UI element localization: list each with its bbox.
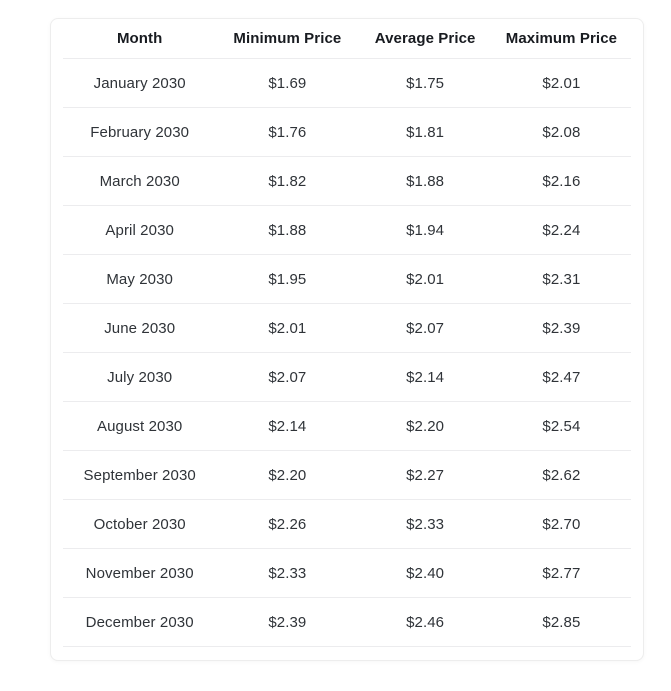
- cell-month: January 2030: [63, 58, 217, 108]
- cell-month: February 2030: [63, 107, 217, 157]
- cell-max: $2.62: [491, 450, 631, 500]
- table-row: March 2030 $1.82 $1.88 $2.16: [63, 156, 631, 206]
- cell-max: $2.77: [491, 548, 631, 598]
- cell-avg: $1.81: [358, 107, 492, 157]
- cell-max: $2.39: [491, 303, 631, 353]
- cell-avg: $2.33: [358, 499, 492, 549]
- price-table-card: Month Minimum Price Average Price Maximu…: [50, 18, 644, 661]
- table-row: January 2030 $1.69 $1.75 $2.01: [63, 58, 631, 108]
- column-header-minimum-price: Minimum Price: [216, 19, 359, 59]
- cell-min: $2.14: [216, 401, 359, 451]
- table-row: February 2030 $1.76 $1.81 $2.08: [63, 107, 631, 157]
- cell-avg: $1.94: [358, 205, 492, 255]
- cell-month: December 2030: [63, 597, 217, 647]
- table-row: October 2030 $2.26 $2.33 $2.70: [63, 499, 631, 549]
- table-row: June 2030 $2.01 $2.07 $2.39: [63, 303, 631, 353]
- cell-month: August 2030: [63, 401, 217, 451]
- cell-avg: $2.40: [358, 548, 492, 598]
- cell-min: $1.95: [216, 254, 359, 304]
- cell-avg: $2.27: [358, 450, 492, 500]
- cell-min: $1.82: [216, 156, 359, 206]
- column-header-month: Month: [63, 19, 217, 59]
- table-row: December 2030 $2.39 $2.46 $2.85: [63, 597, 631, 647]
- cell-month: March 2030: [63, 156, 217, 206]
- cell-month: June 2030: [63, 303, 217, 353]
- table-row: September 2030 $2.20 $2.27 $2.62: [63, 450, 631, 500]
- cell-min: $1.76: [216, 107, 359, 157]
- table-row: November 2030 $2.33 $2.40 $2.77: [63, 548, 631, 598]
- cell-max: $2.01: [491, 58, 631, 108]
- table-header-row: Month Minimum Price Average Price Maximu…: [63, 19, 631, 59]
- cell-max: $2.16: [491, 156, 631, 206]
- cell-avg: $2.14: [358, 352, 492, 402]
- cell-avg: $1.75: [358, 58, 492, 108]
- cell-max: $2.85: [491, 597, 631, 647]
- cell-month: November 2030: [63, 548, 217, 598]
- cell-min: $2.07: [216, 352, 359, 402]
- cell-month: April 2030: [63, 205, 217, 255]
- cell-min: $2.01: [216, 303, 359, 353]
- table-row: August 2030 $2.14 $2.20 $2.54: [63, 401, 631, 451]
- cell-avg: $2.46: [358, 597, 492, 647]
- cell-month: October 2030: [63, 499, 217, 549]
- cell-min: $2.39: [216, 597, 359, 647]
- cell-min: $1.88: [216, 205, 359, 255]
- cell-month: July 2030: [63, 352, 217, 402]
- table-row: May 2030 $1.95 $2.01 $2.31: [63, 254, 631, 304]
- column-header-maximum-price: Maximum Price: [491, 19, 631, 59]
- cell-min: $2.26: [216, 499, 359, 549]
- cell-min: $1.69: [216, 58, 359, 108]
- cell-max: $2.24: [491, 205, 631, 255]
- cell-avg: $2.07: [358, 303, 492, 353]
- cell-min: $2.33: [216, 548, 359, 598]
- cell-min: $2.20: [216, 450, 359, 500]
- cell-month: September 2030: [63, 450, 217, 500]
- cell-month: May 2030: [63, 254, 217, 304]
- table-row: July 2030 $2.07 $2.14 $2.47: [63, 352, 631, 402]
- price-table: Month Minimum Price Average Price Maximu…: [63, 19, 631, 647]
- column-header-average-price: Average Price: [358, 19, 492, 59]
- cell-max: $2.08: [491, 107, 631, 157]
- cell-avg: $2.01: [358, 254, 492, 304]
- table-header: Month Minimum Price Average Price Maximu…: [63, 19, 631, 59]
- cell-avg: $1.88: [358, 156, 492, 206]
- cell-max: $2.54: [491, 401, 631, 451]
- table-row: April 2030 $1.88 $1.94 $2.24: [63, 205, 631, 255]
- table-body: January 2030 $1.69 $1.75 $2.01 February 2030…: [63, 58, 631, 647]
- cell-max: $2.70: [491, 499, 631, 549]
- cell-max: $2.31: [491, 254, 631, 304]
- cell-max: $2.47: [491, 352, 631, 402]
- cell-avg: $2.20: [358, 401, 492, 451]
